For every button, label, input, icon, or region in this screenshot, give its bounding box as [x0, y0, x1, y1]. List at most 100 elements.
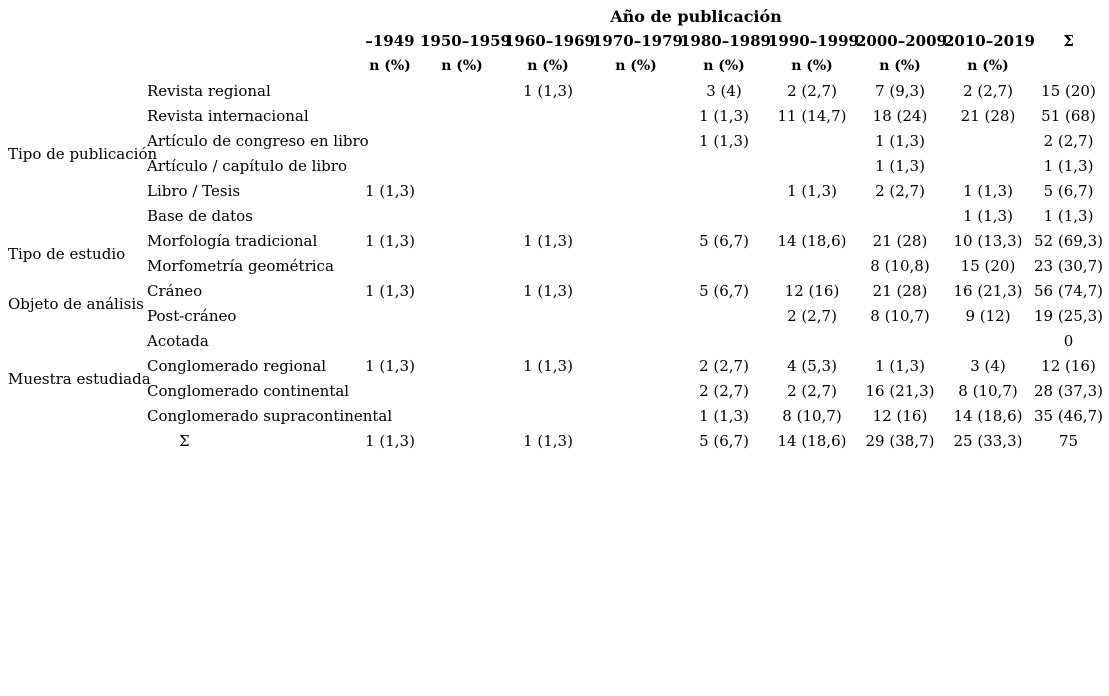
- title-row: Año de publicación: [0, 4, 1105, 29]
- value-cell: [360, 379, 420, 404]
- value-cell: [592, 229, 680, 254]
- value-cell: 1 (1,3): [963, 182, 1013, 200]
- value-cell: [360, 154, 420, 179]
- row-group-label: Objeto de análisis: [8, 294, 144, 313]
- year-column-header: 1990–1999: [768, 32, 859, 50]
- subheader-n-pct: n (%): [791, 58, 833, 74]
- value-cell: [504, 329, 592, 354]
- value-cell: [360, 79, 420, 104]
- value-cell: 2 (2,7): [787, 382, 837, 400]
- table-row: Muestra estudiada Acotada 0: [0, 329, 1105, 388]
- value-cell: [504, 379, 592, 404]
- value-cell: [360, 204, 420, 229]
- row-label: Post-cráneo: [147, 307, 237, 325]
- value-cell: [420, 204, 504, 229]
- value-cell: 14 (18,6): [777, 232, 847, 250]
- table-row: Morfometría geométrica 8 (10,8) 15 (20) 23 …: [0, 254, 1105, 279]
- title-spacer: [0, 4, 360, 29]
- value-cell: 8 (10,8): [870, 257, 930, 275]
- value-cell: [592, 129, 680, 154]
- sum-column-header: Σ: [1063, 32, 1074, 50]
- value-cell: 18 (24): [872, 107, 928, 125]
- table-row: Conglomerado continental 2 (2,7) 2 (2,7) 16…: [0, 379, 1105, 404]
- value-cell: [420, 104, 504, 129]
- value-cell: 16 (21,3): [865, 382, 935, 400]
- value-cell: 1 (1,3): [523, 82, 573, 100]
- value-cell: [420, 179, 504, 204]
- value-cell: 1 (1,3): [875, 357, 925, 375]
- row-label: Acotada: [147, 332, 209, 350]
- year-column-header: –1949: [365, 32, 415, 50]
- row-group-label: Tipo de estudio: [8, 244, 126, 263]
- table-row: Base de datos 1 (1,3) 1 (1,3): [0, 204, 1105, 229]
- value-cell: 8 (10,7): [958, 382, 1018, 400]
- value-cell: [420, 154, 504, 179]
- subheader-n-pct: n (%): [527, 58, 569, 74]
- value-cell: [420, 379, 504, 404]
- table-row: Artículo de congreso en libro 1 (1,3) 1 (1…: [0, 129, 1105, 154]
- value-cell: [360, 129, 420, 154]
- value-cell: 2 (2,7): [1043, 132, 1094, 150]
- value-cell: 1 (1,3): [523, 432, 573, 450]
- value-cell: [420, 129, 504, 154]
- row-label: Libro / Tesis: [147, 182, 241, 200]
- value-cell: 1 (1,3): [365, 182, 415, 200]
- value-cell: [768, 254, 856, 279]
- value-cell: [504, 129, 592, 154]
- header-spacer: [0, 29, 360, 54]
- row-label: Artículo de congreso en libro: [147, 132, 369, 150]
- row-label: Revista internacional: [147, 107, 309, 125]
- total-row-label: Σ: [179, 432, 190, 450]
- row-label: Conglomerado supracontinental: [147, 407, 393, 425]
- subheader-n-pct: n (%): [441, 58, 483, 74]
- value-cell: [420, 429, 504, 454]
- value-cell: [360, 254, 420, 279]
- value-cell: 12 (16): [784, 282, 840, 300]
- value-cell: 0: [1063, 332, 1074, 350]
- value-cell: 52 (69,3): [1034, 232, 1103, 250]
- publication-year-table: Año de publicación –1949 1950–1959 1960–19…: [0, 4, 1105, 454]
- value-cell: [504, 304, 592, 329]
- value-cell: 29 (38,7): [865, 432, 935, 450]
- value-cell: [504, 204, 592, 229]
- table-body: Tipo de publicación Revista regional 1 (1,…: [0, 79, 1105, 454]
- value-cell: 5 (6,7): [699, 432, 749, 450]
- value-cell: 1 (1,3): [365, 357, 415, 375]
- table-row: Tipo de publicación Revista regional 1 (1,…: [0, 79, 1105, 163]
- value-cell: 19 (25,3): [1034, 307, 1103, 325]
- value-cell: [680, 179, 768, 204]
- value-cell: [592, 354, 680, 379]
- value-cell: [592, 79, 680, 104]
- value-cell: 21 (28): [960, 107, 1016, 125]
- row-label: Artículo / capítulo de libro: [147, 157, 347, 175]
- value-cell: 7 (9,3): [875, 82, 925, 100]
- row-group-label: Tipo de publicación: [8, 144, 158, 163]
- value-cell: 9 (12): [965, 307, 1011, 325]
- value-cell: 1 (1,3): [787, 182, 837, 200]
- value-cell: 28 (37,3): [1034, 382, 1103, 400]
- year-column-header: 1950–1959: [420, 32, 511, 50]
- value-cell: [592, 104, 680, 129]
- value-cell: 1 (1,3): [963, 207, 1013, 225]
- value-cell: 1 (1,3): [523, 282, 573, 300]
- value-cell: [504, 154, 592, 179]
- table-row: Libro / Tesis 1 (1,3) 1 (1,3) 2 (2,7) 1 (1,3…: [0, 179, 1105, 204]
- value-cell: 8 (10,7): [782, 407, 842, 425]
- value-cell: [680, 329, 768, 354]
- value-cell: [856, 329, 944, 354]
- value-cell: 14 (18,6): [953, 407, 1023, 425]
- value-cell: 1 (1,3): [875, 132, 925, 150]
- value-cell: [592, 179, 680, 204]
- row-label: Morfometría geométrica: [147, 257, 334, 275]
- value-cell: [592, 279, 680, 304]
- value-cell: 2 (2,7): [963, 82, 1013, 100]
- value-cell: [680, 204, 768, 229]
- value-cell: [592, 254, 680, 279]
- value-cell: 5 (6,7): [699, 232, 749, 250]
- table-row: Conglomerado regional 1 (1,3) 1 (1,3) 2 (2,…: [0, 354, 1105, 379]
- value-cell: 4 (5,3): [787, 357, 837, 375]
- value-cell: [420, 279, 504, 304]
- value-cell: 2 (2,7): [787, 307, 837, 325]
- value-cell: 15 (20): [960, 257, 1016, 275]
- value-cell: [420, 79, 504, 104]
